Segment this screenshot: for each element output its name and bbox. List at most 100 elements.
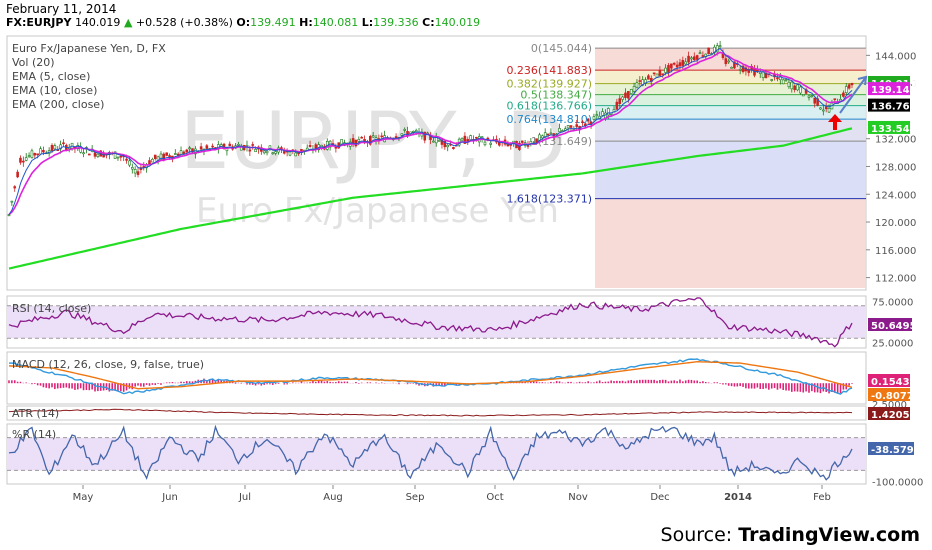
- time-tick-label: Aug: [323, 492, 343, 503]
- macd-histogram-bar: [51, 383, 53, 388]
- fib-label: 0.382(139.927): [506, 78, 592, 91]
- macd-signal-badge: [868, 388, 910, 401]
- macd-histogram-bar: [512, 382, 515, 384]
- source-brand: TradingView.com: [738, 524, 920, 546]
- time-tick-label: Jul: [238, 492, 251, 503]
- candle-body: [33, 153, 37, 156]
- price-badge: [868, 98, 910, 112]
- candle-body: [664, 67, 667, 73]
- macd-histogram-bar: [578, 381, 581, 384]
- macd-histogram-bar: [131, 383, 134, 390]
- atr-line: [8, 408, 853, 417]
- candle-body: [842, 92, 845, 97]
- macd-histogram-bar: [157, 383, 159, 384]
- price-badge-label: 136.766: [871, 102, 917, 113]
- macd-histogram-bar: [693, 380, 696, 384]
- macd-histogram-bar: [839, 383, 842, 394]
- fib-zone: [595, 70, 866, 84]
- fib-zone: [595, 105, 866, 120]
- macd-histogram-bar: [550, 381, 552, 384]
- legend-ema5: EMA (5, close): [12, 70, 90, 83]
- candle-body: [62, 142, 65, 145]
- macd-histogram-bar: [120, 383, 122, 392]
- candle-body: [707, 47, 710, 54]
- macd-histogram-bar: [77, 383, 79, 390]
- candle-body: [153, 154, 157, 160]
- fibonacci-retracement: 0(145.044)0.236(141.883)0.382(139.927)0.…: [506, 42, 866, 288]
- rsi-badge-label: 50.6495: [871, 321, 917, 332]
- macd-histogram-bar: [756, 383, 759, 388]
- candle-body: [87, 153, 91, 156]
- macd-histogram-bar: [644, 379, 647, 384]
- macd-histogram-bar: [667, 381, 670, 384]
- macd-histogram-bar: [31, 383, 33, 385]
- macd-histogram-bar: [91, 383, 93, 390]
- candle-body: [692, 56, 696, 61]
- macd-histogram-bar: [558, 381, 561, 384]
- candle-body: [715, 45, 719, 53]
- macd-histogram-bar: [409, 383, 412, 384]
- pct-r-badge: [868, 442, 914, 455]
- macd-histogram-bar: [246, 383, 248, 385]
- pct-r-name: %R (14): [12, 428, 56, 441]
- macd-histogram-bar: [796, 383, 799, 392]
- macd-histogram-bar: [518, 382, 521, 384]
- macd-histogram-bar: [687, 379, 690, 384]
- candle-body: [437, 140, 441, 142]
- candle-body: [670, 63, 673, 69]
- macd-histogram-bar: [148, 383, 151, 386]
- time-tick-label: May: [73, 492, 94, 503]
- macd-histogram-bar: [530, 380, 532, 384]
- atr-frame: [6, 405, 867, 421]
- macd-histogram-bar: [610, 380, 612, 384]
- macd-tick-label: 2.5000: [872, 400, 907, 411]
- candle-body: [541, 135, 544, 139]
- close-label: C:: [422, 16, 435, 29]
- macd-histogram-bar: [240, 383, 243, 384]
- time-tick-label: Feb: [813, 492, 831, 503]
- macd-histogram-bar: [406, 383, 409, 385]
- macd-histogram-bar: [171, 382, 174, 384]
- macd-frame: [6, 351, 867, 405]
- macd-histogram-bar: [194, 380, 197, 384]
- macd-histogram-bar: [699, 381, 701, 384]
- open-value: 139.491: [250, 16, 296, 29]
- macd-histogram-bar: [745, 383, 747, 389]
- candle-body: [801, 94, 805, 97]
- macd-histogram-bar: [415, 383, 417, 385]
- macd-histogram-bar: [730, 383, 733, 387]
- candle-body: [672, 62, 676, 65]
- macd-histogram-bar: [332, 382, 334, 384]
- macd-histogram-bar: [260, 383, 263, 386]
- candle-body: [380, 135, 384, 138]
- candle-body: [827, 107, 831, 113]
- macd-histogram-bar: [208, 378, 211, 384]
- trend-arrow: [839, 75, 868, 114]
- candle-body: [30, 150, 34, 158]
- macd-histogram-bar: [604, 381, 607, 384]
- macd-histogram-bar: [842, 383, 845, 390]
- candle-body: [675, 64, 679, 68]
- macd-histogram-bar: [773, 383, 776, 389]
- macd-histogram-bar: [661, 379, 664, 384]
- macd-histogram-bar: [177, 382, 179, 384]
- macd-histogram-bar: [380, 382, 383, 384]
- macd-histogram-bar: [802, 383, 805, 393]
- macd-histogram-bar: [656, 380, 658, 384]
- macd-histogram-bar: [779, 383, 782, 389]
- macd-histogram-bar: [702, 381, 704, 384]
- fib-label: 1.618(123.371): [506, 193, 592, 206]
- macd-histogram-bar: [323, 381, 326, 384]
- price-tick-label: 128.000: [875, 162, 916, 173]
- macd-histogram-bar: [306, 382, 309, 384]
- macd-histogram-bar: [220, 380, 222, 384]
- candle-body: [211, 145, 214, 148]
- macd-histogram-bar: [234, 383, 237, 384]
- macd-histogram-bar: [360, 382, 363, 384]
- macd-histogram-bar: [765, 383, 767, 389]
- pct-r-line: [8, 424, 853, 481]
- macd-histogram-bar: [532, 381, 535, 384]
- candle-body: [16, 171, 19, 178]
- candle-body: [796, 84, 799, 91]
- macd-histogram-bar: [231, 382, 234, 384]
